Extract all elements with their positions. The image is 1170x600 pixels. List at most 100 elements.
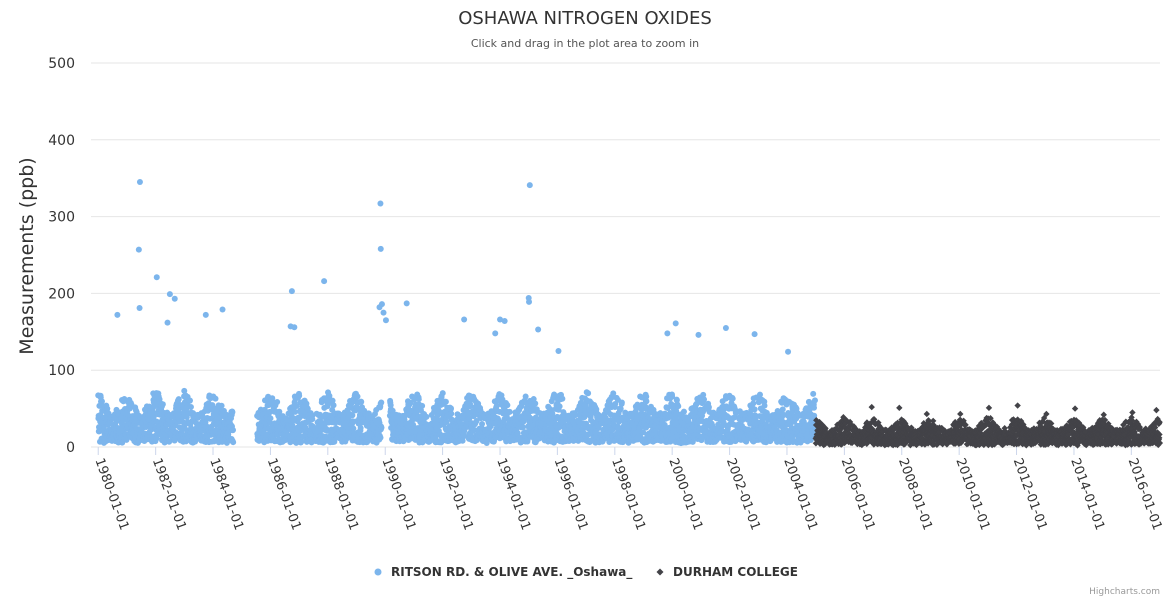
data-point[interactable] — [296, 392, 303, 399]
data-point[interactable] — [551, 391, 558, 398]
data-point[interactable] — [269, 395, 276, 402]
data-point[interactable] — [171, 295, 178, 302]
data-point[interactable] — [556, 403, 563, 410]
data-point[interactable] — [304, 405, 311, 412]
data-point[interactable] — [810, 390, 817, 397]
data-point[interactable] — [492, 330, 499, 337]
data-point[interactable] — [288, 288, 295, 295]
data-point[interactable] — [535, 326, 542, 333]
data-point[interactable] — [229, 426, 236, 433]
data-point[interactable] — [419, 402, 426, 409]
data-point[interactable] — [479, 420, 486, 427]
data-point[interactable] — [722, 324, 729, 331]
data-point[interactable] — [555, 348, 562, 354]
data-point[interactable] — [135, 246, 142, 253]
data-point[interactable] — [439, 390, 446, 397]
data-point[interactable] — [378, 424, 385, 431]
plot-area[interactable] — [95, 179, 1164, 449]
data-point[interactable] — [506, 408, 513, 415]
data-point[interactable] — [501, 318, 508, 325]
data-point[interactable] — [618, 399, 625, 406]
data-point[interactable] — [571, 412, 578, 419]
data-point[interactable] — [276, 408, 283, 415]
data-point[interactable] — [274, 398, 281, 405]
data-point[interactable] — [164, 319, 171, 326]
data-point[interactable] — [448, 410, 455, 417]
data-point[interactable] — [136, 304, 143, 311]
data-point[interactable] — [376, 304, 383, 311]
data-point[interactable] — [695, 331, 702, 338]
data-point[interactable] — [664, 330, 671, 337]
data-point[interactable] — [672, 320, 679, 327]
data-point[interactable] — [98, 398, 105, 405]
data-point[interactable] — [330, 402, 337, 409]
data-point[interactable] — [382, 317, 389, 324]
data-point[interactable] — [357, 425, 364, 432]
data-point[interactable] — [415, 396, 422, 403]
data-point[interactable] — [519, 424, 526, 431]
data-point[interactable] — [526, 298, 533, 305]
data-point[interactable] — [514, 430, 521, 437]
data-point[interactable] — [526, 182, 533, 189]
data-point[interactable] — [329, 397, 336, 404]
data-point[interactable] — [461, 316, 468, 323]
data-point[interactable] — [212, 395, 219, 402]
data-point[interactable] — [403, 300, 410, 307]
data-point[interactable] — [700, 396, 707, 403]
data-point[interactable] — [159, 401, 166, 408]
data-point[interactable] — [298, 438, 305, 445]
data-point[interactable] — [104, 405, 111, 412]
data-point[interactable] — [377, 434, 384, 441]
data-point[interactable] — [377, 200, 384, 207]
data-point[interactable] — [442, 398, 449, 405]
data-point[interactable] — [811, 397, 818, 404]
data-point[interactable] — [493, 402, 500, 409]
data-point[interactable] — [751, 331, 758, 338]
data-point[interactable] — [447, 405, 454, 412]
data-point[interactable] — [585, 390, 592, 397]
data-point[interactable] — [680, 408, 687, 415]
data-point[interactable] — [218, 402, 225, 409]
data-point[interactable] — [443, 418, 450, 425]
data-point[interactable] — [291, 324, 298, 331]
data-point[interactable] — [350, 425, 357, 432]
data-point[interactable] — [153, 274, 160, 281]
data-point[interactable] — [181, 387, 188, 394]
data-point[interactable] — [377, 245, 384, 252]
data-point[interactable] — [675, 403, 682, 410]
data-point[interactable] — [267, 415, 274, 422]
data-point[interactable] — [292, 408, 299, 415]
data-point[interactable] — [354, 393, 361, 400]
data-point[interactable] — [219, 306, 226, 313]
data-point[interactable] — [358, 398, 365, 405]
data-point[interactable] — [293, 403, 300, 410]
data-point[interactable] — [593, 406, 600, 413]
data-point[interactable] — [153, 435, 160, 442]
data-point[interactable] — [166, 291, 173, 298]
data-point[interactable] — [559, 395, 566, 402]
data-point[interactable] — [522, 393, 529, 400]
data-point[interactable] — [761, 402, 768, 409]
data-point[interactable] — [229, 409, 236, 416]
data-point[interactable] — [380, 309, 387, 316]
data-point[interactable] — [466, 415, 473, 422]
data-point[interactable] — [779, 406, 786, 413]
data-point[interactable] — [136, 179, 143, 186]
data-point[interactable] — [467, 403, 474, 410]
data-point[interactable] — [321, 278, 328, 285]
data-point[interactable] — [729, 395, 736, 402]
data-point[interactable] — [156, 396, 163, 403]
data-point[interactable] — [785, 348, 792, 355]
data-point[interactable] — [175, 396, 182, 403]
data-point[interactable] — [504, 402, 511, 409]
data-point[interactable] — [810, 404, 817, 411]
data-point[interactable] — [751, 406, 758, 413]
data-point[interactable] — [378, 399, 385, 406]
data-point[interactable] — [186, 397, 193, 404]
data-point[interactable] — [423, 413, 430, 420]
data-point[interactable] — [309, 416, 316, 423]
data-point[interactable] — [349, 412, 356, 419]
data-point[interactable] — [532, 400, 539, 407]
